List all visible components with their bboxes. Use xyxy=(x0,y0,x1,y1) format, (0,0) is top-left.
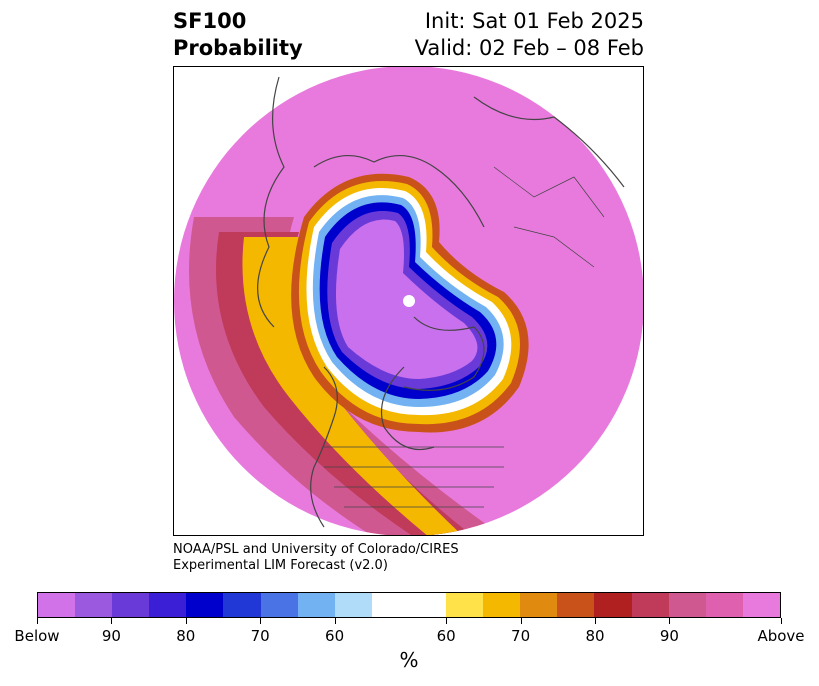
colorbar-segment xyxy=(705,593,743,617)
coast-europe xyxy=(257,76,285,328)
coast-north-america-west xyxy=(310,366,338,528)
colorbar-segment xyxy=(631,593,669,617)
colorbar-segment xyxy=(446,593,484,617)
colorbar-tick-label: 90 xyxy=(101,627,121,645)
credit-line2: Experimental LIM Forecast (v2.0) xyxy=(173,558,388,573)
colorbar-segment xyxy=(594,593,632,617)
polar-map-frame xyxy=(173,66,644,536)
credit-line1: NOAA/PSL and University of Colorado/CIRE… xyxy=(173,542,459,557)
colorbar-tick-label: 60 xyxy=(325,627,345,645)
coast-arctic-europe xyxy=(313,154,485,228)
colorbar-segment xyxy=(260,593,298,617)
colorbar-tick xyxy=(520,618,522,624)
colorbar-segment xyxy=(557,593,595,617)
country-borders-asia xyxy=(493,166,605,268)
colorbar-tick xyxy=(446,618,448,624)
colorbar-tick-label: Below xyxy=(14,627,60,645)
colorbar-tick xyxy=(595,618,596,624)
map-title-left: SF100 Probability xyxy=(173,8,303,62)
state-borders xyxy=(324,446,504,508)
credit-text: NOAA/PSL and University of Colorado/CIRE… xyxy=(173,542,459,574)
title-variable: SF100 xyxy=(173,9,247,33)
colorbar-segment xyxy=(223,593,261,617)
colorbar-segment xyxy=(186,593,224,617)
pole-hole xyxy=(403,295,415,307)
colorbar-tick-label: 70 xyxy=(511,627,531,645)
map-title-right: Init: Sat 01 Feb 2025 Valid: 02 Feb – 08… xyxy=(415,8,644,62)
colorbar-tick-label: 80 xyxy=(585,627,605,645)
colorbar-segment xyxy=(668,593,706,617)
colorbar-tick xyxy=(260,618,262,624)
colorbar-segment xyxy=(334,593,372,617)
coast-asia-north xyxy=(473,96,625,188)
coast-canadian-arctic xyxy=(403,316,485,391)
colorbar-tick xyxy=(185,618,187,624)
colorbar-segment xyxy=(112,593,150,617)
colorbar-tick-label: Above xyxy=(757,627,805,645)
colorbar-segment xyxy=(520,593,558,617)
colorbar-tick xyxy=(37,618,38,624)
title-init-date: Init: Sat 01 Feb 2025 xyxy=(424,9,644,33)
colorbar-tick xyxy=(111,618,113,624)
colorbar-segment xyxy=(483,593,521,617)
coast-hudson-bay xyxy=(380,366,435,451)
colorbar-unit: % xyxy=(399,648,419,672)
colorbar-tick-label: 80 xyxy=(176,627,196,645)
colorbar-tick xyxy=(669,618,671,624)
colorbar-segment xyxy=(149,593,187,617)
probability-field xyxy=(174,67,643,535)
colorbar-tick-label: 60 xyxy=(436,627,456,645)
colorbar-tick-label: 70 xyxy=(250,627,270,645)
colorbar-segment xyxy=(742,593,780,617)
colorbar-segment xyxy=(297,593,335,617)
colorbar-segment xyxy=(75,593,113,617)
title-product: Probability xyxy=(173,36,303,60)
colorbar-tick-label: 90 xyxy=(659,627,679,645)
colorbar-tick xyxy=(781,618,782,624)
title-valid-range: Valid: 02 Feb – 08 Feb xyxy=(414,36,644,60)
polar-map xyxy=(174,67,643,535)
coastlines xyxy=(257,76,625,528)
colorbar-tick xyxy=(334,618,336,624)
colorbar xyxy=(37,592,781,618)
colorbar-segment xyxy=(371,593,447,617)
colorbar-segment xyxy=(38,593,76,617)
